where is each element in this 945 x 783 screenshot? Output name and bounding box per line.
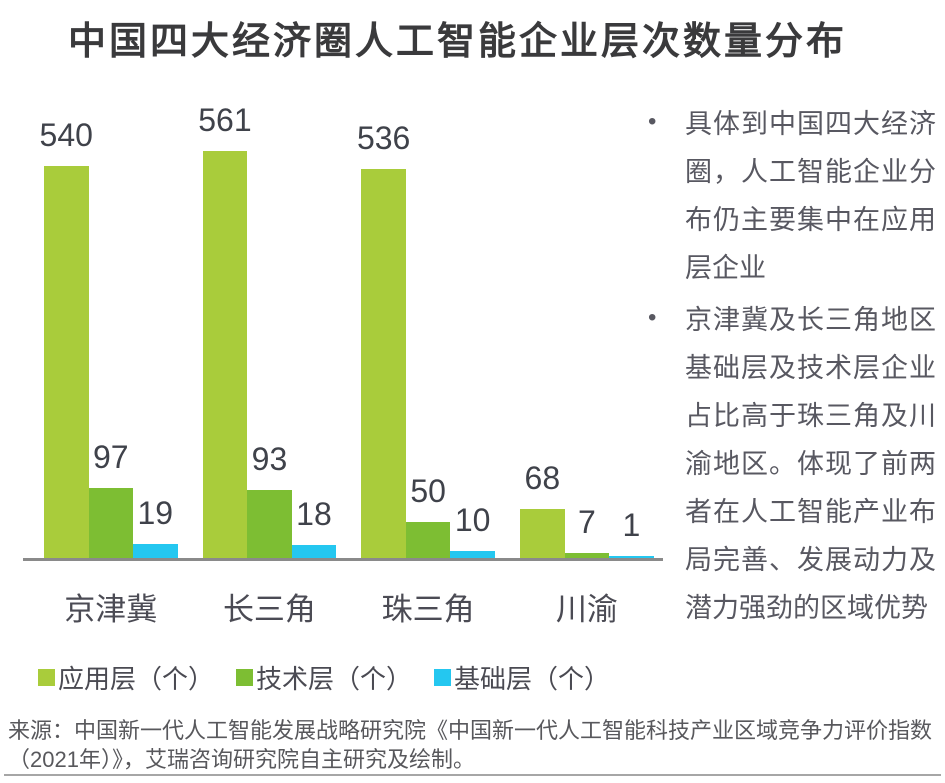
bar-value-label: 18 xyxy=(296,496,332,532)
bullet-icon: • xyxy=(648,304,657,331)
chart-legend: 应用层（个） 技术层（个） 基础层（个） xyxy=(38,659,610,696)
technology-layer-swatch-icon xyxy=(236,669,254,686)
chart-bar xyxy=(202,151,248,558)
legend-label: 基础层（个） xyxy=(454,664,611,694)
legend-item-application-layer: 应用层（个） xyxy=(38,659,214,696)
chart-bar xyxy=(520,509,565,558)
chart-bar xyxy=(450,551,495,558)
bar-value-label: 97 xyxy=(92,439,129,475)
bullet-icon: • xyxy=(648,108,657,135)
chart-bar xyxy=(361,169,406,558)
category-label: 川渝 xyxy=(555,592,618,627)
chart-bar xyxy=(247,490,292,558)
chart-bar xyxy=(405,522,451,558)
bar-value-label: 68 xyxy=(524,460,561,496)
bar-value-label: 536 xyxy=(356,120,411,156)
legend-item-infrastructure-layer: 基础层（个） xyxy=(434,659,610,696)
chart-bar xyxy=(291,545,337,558)
legend-label: 技术层（个） xyxy=(256,664,413,694)
insight-notes-panel: • 具体到中国四大经济圈，人工智能企业分布仍主要集中在应用层企业 • 京津冀及长… xyxy=(640,100,936,636)
bar-value-label: 1 xyxy=(622,507,641,543)
bar-value-label: 93 xyxy=(251,441,288,477)
chart-bar xyxy=(133,544,178,558)
bar-value-label: 19 xyxy=(137,495,174,531)
bar-value-label: 561 xyxy=(198,102,252,138)
list-item: • 京津冀及长三角地区基础层及技术层企业占比高于珠三角及川渝地区。体现了前两者在… xyxy=(640,296,936,632)
chart-bar xyxy=(88,488,133,558)
bar-chart-plot: 540 97 19 京津冀 561 93 18 长三角 536 50 10 珠三角 68 7 1 川渝 xyxy=(23,100,663,627)
bar-value-label: 50 xyxy=(410,473,446,509)
page-title: 中国四大经济圈人工智能企业层次数量分布 xyxy=(68,21,848,63)
note-text: 具体到中国四大经济圈，人工智能企业分布仍主要集中在应用层企业 xyxy=(685,109,936,283)
note-text: 京津冀及长三角地区基础层及技术层企业占比高于珠三角及川渝地区。体现了前两者在人工… xyxy=(685,305,936,623)
chart-bar xyxy=(564,553,610,558)
bar-value-label: 7 xyxy=(577,504,596,540)
list-item: • 具体到中国四大经济圈，人工智能企业分布仍主要集中在应用层企业 xyxy=(640,100,936,292)
bar-value-label: 540 xyxy=(39,117,93,153)
category-label: 珠三角 xyxy=(381,592,475,627)
infrastructure-layer-swatch-icon xyxy=(434,669,452,686)
bottom-divider xyxy=(4,774,941,776)
category-label: 京津冀 xyxy=(64,592,158,627)
legend-item-technology-layer: 技术层（个） xyxy=(236,659,412,696)
chart-bar xyxy=(609,556,654,558)
application-layer-swatch-icon xyxy=(38,669,55,686)
bar-value-label: 10 xyxy=(454,502,491,538)
chart-bar xyxy=(44,166,89,558)
legend-label: 应用层（个） xyxy=(58,664,215,694)
category-label: 长三角 xyxy=(222,592,316,627)
source-note: 来源：中国新一代人工智能发展战略研究院《中国新一代人工智能科技产业区域竞争力评价… xyxy=(8,718,933,772)
